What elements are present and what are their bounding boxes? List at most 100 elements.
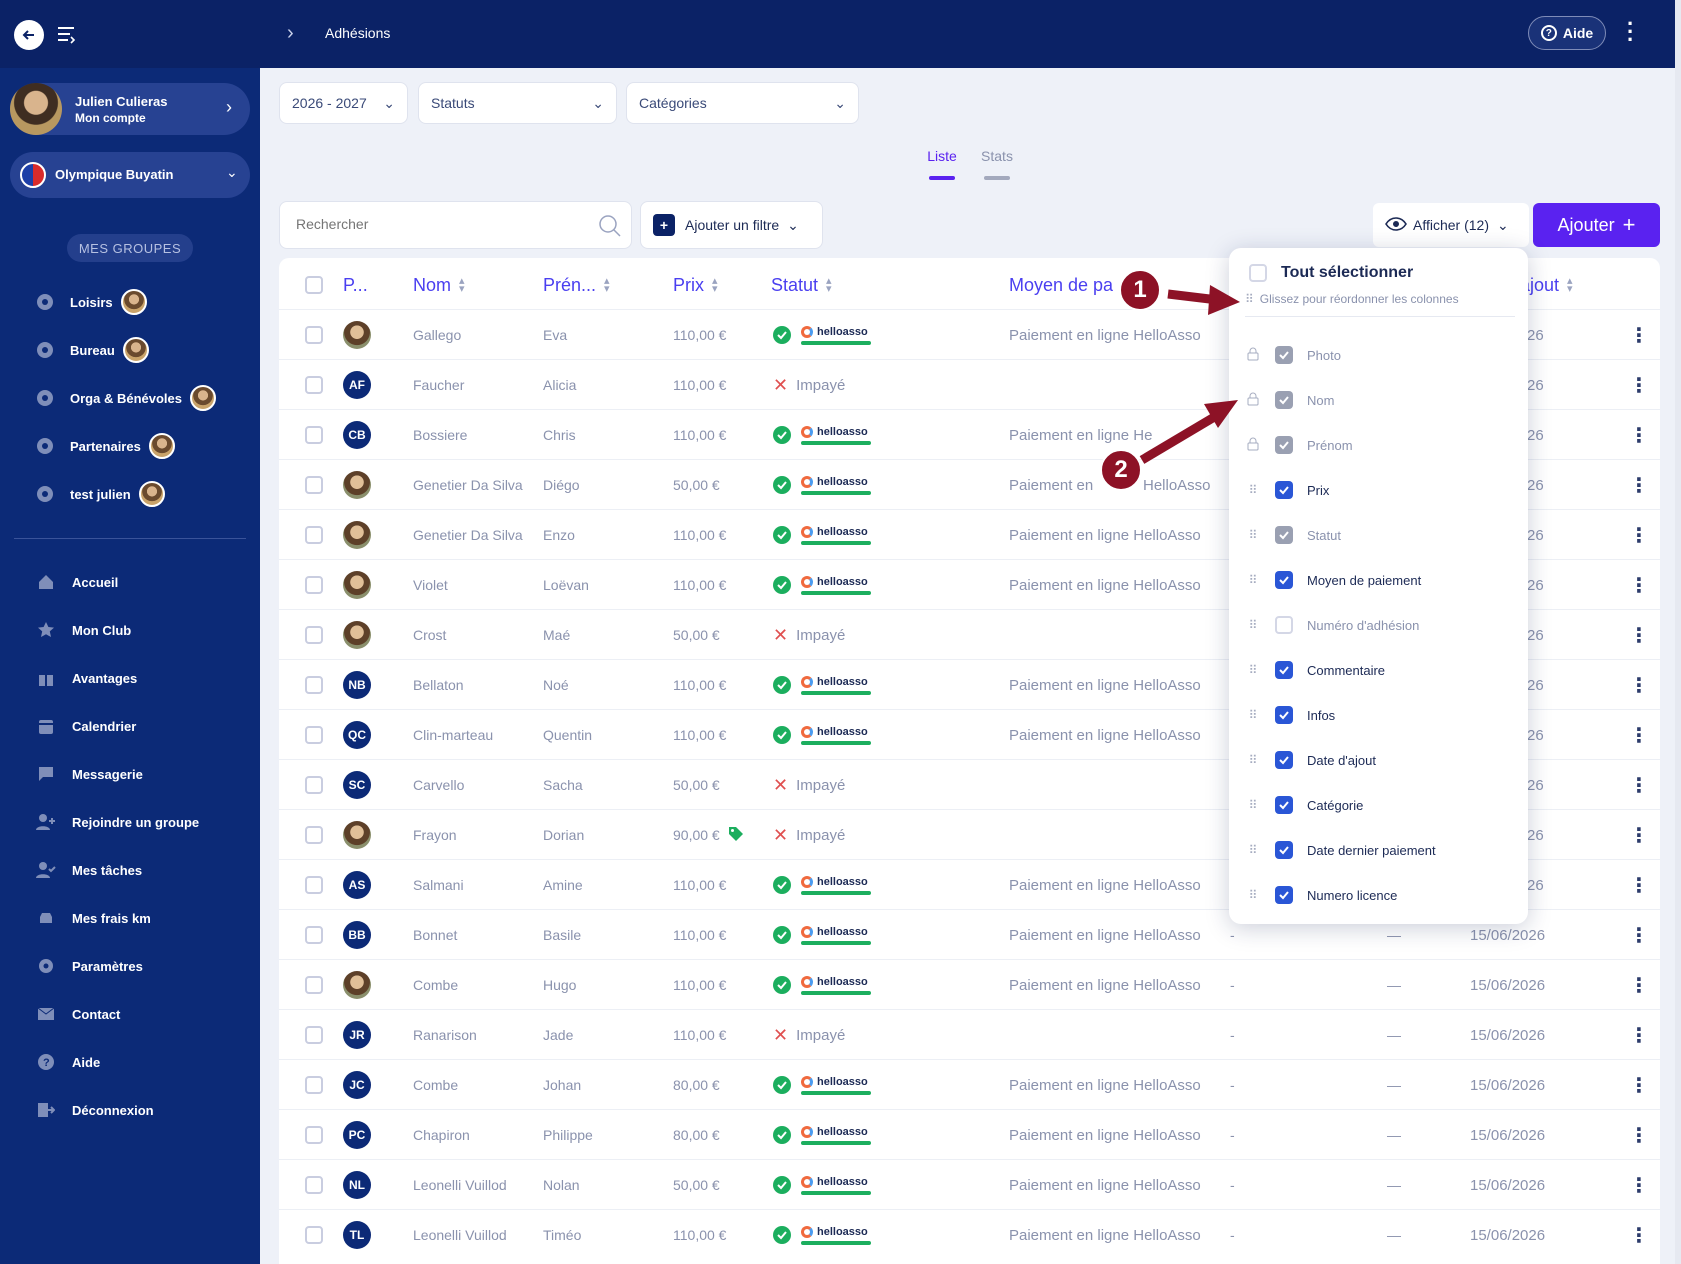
search-field[interactable] [279, 201, 632, 249]
row-actions-icon[interactable]: ⋮ [1629, 574, 1649, 597]
table-row[interactable]: Combe Hugo 110,00 € helloasso Paiement en li… [279, 959, 1660, 1009]
row-checkbox[interactable] [305, 526, 323, 544]
table-row[interactable]: QC Clin-marteau Quentin 110,00 € helloasso Pa… [279, 709, 1660, 759]
drag-handle-icon[interactable]: ⠿ [1248, 618, 1258, 632]
sidebar-item-calendrier[interactable]: Calendrier [36, 710, 136, 742]
row-actions-icon[interactable]: ⋮ [1629, 674, 1649, 697]
row-checkbox[interactable] [305, 976, 323, 994]
scrollbar-track[interactable] [1675, 0, 1681, 1264]
select-all-checkbox[interactable] [305, 276, 323, 294]
row-actions-icon[interactable]: ⋮ [1629, 624, 1649, 647]
sidebar-item-accueil[interactable]: Accueil [36, 566, 118, 598]
column-toggle-statut[interactable]: ⠿ Statut [1245, 520, 1515, 550]
table-row[interactable]: Genetier Da Silva Diégo 50,00 € helloasso Pa… [279, 459, 1660, 509]
group-item-loisirs[interactable]: Loisirs [36, 287, 147, 317]
sidebar-item-frais[interactable]: Mes frais km [36, 902, 151, 934]
column-checkbox[interactable] [1275, 436, 1293, 454]
add-filter-button[interactable]: + Ajouter un filtre ⌄ [640, 201, 823, 249]
row-actions-icon[interactable]: ⋮ [1629, 1224, 1649, 1247]
row-actions-icon[interactable]: ⋮ [1629, 1174, 1649, 1197]
row-actions-icon[interactable]: ⋮ [1629, 974, 1649, 997]
table-row[interactable]: AF Faucher Alicia 110,00 € ✕ Impayé 26 ⋮ [279, 359, 1660, 409]
table-row[interactable]: Violet Loëvan 110,00 € helloasso Paiement en… [279, 559, 1660, 609]
row-checkbox[interactable] [305, 476, 323, 494]
column-checkbox[interactable] [1275, 481, 1293, 499]
row-checkbox[interactable] [305, 1076, 323, 1094]
row-actions-icon[interactable]: ⋮ [1629, 1024, 1649, 1047]
row-actions-icon[interactable]: ⋮ [1629, 474, 1649, 497]
drag-handle-icon[interactable]: ⠿ [1248, 708, 1258, 722]
group-item-partenaires[interactable]: Partenaires [36, 431, 175, 461]
column-toggle-pr-nom[interactable]: Prénom [1245, 430, 1515, 460]
row-checkbox[interactable] [305, 1026, 323, 1044]
sidebar-item-parametres[interactable]: Paramètres [36, 950, 143, 982]
column-toggle-numero-licence[interactable]: ⠿ Numero licence [1245, 880, 1515, 910]
row-checkbox[interactable] [305, 876, 323, 894]
club-selector[interactable]: Olympique Buyatin ⌄ [10, 152, 250, 198]
row-checkbox[interactable] [305, 376, 323, 394]
column-checkbox[interactable] [1275, 571, 1293, 589]
column-toggle-nom[interactable]: Nom [1245, 385, 1515, 415]
row-checkbox[interactable] [305, 1176, 323, 1194]
back-button[interactable] [14, 20, 44, 50]
column-checkbox[interactable] [1275, 346, 1293, 364]
row-checkbox[interactable] [305, 1226, 323, 1244]
category-dropdown[interactable]: Catégories ⌄ [626, 82, 859, 124]
row-checkbox[interactable] [305, 426, 323, 444]
column-toggle-date-dernier-paiement[interactable]: ⠿ Date dernier paiement [1245, 835, 1515, 865]
drag-handle-icon[interactable]: ⠿ [1248, 753, 1258, 767]
table-row[interactable]: SC Carvello Sacha 50,00 € ✕ Impayé 26 ⋮ [279, 759, 1660, 809]
table-row[interactable]: BB Bonnet Basile 110,00 € helloasso Paiement … [279, 909, 1660, 959]
table-row[interactable]: NB Bellaton Noé 110,00 € helloasso Paiement e… [279, 659, 1660, 709]
sidebar-item-messagerie[interactable]: Messagerie [36, 758, 143, 790]
display-columns-button[interactable]: Afficher (12) ⌄ [1373, 203, 1529, 247]
search-icon[interactable] [598, 214, 622, 243]
table-row[interactable]: CB Bossiere Chris 110,00 € helloasso Paiement… [279, 409, 1660, 459]
status-dropdown[interactable]: Statuts ⌄ [418, 82, 617, 124]
row-checkbox[interactable] [305, 926, 323, 944]
sidebar-item-aide[interactable]: ? Aide [36, 1046, 100, 1078]
row-actions-icon[interactable]: ⋮ [1629, 824, 1649, 847]
column-toggle-infos[interactable]: ⠿ Infos [1245, 700, 1515, 730]
search-input[interactable] [296, 216, 576, 232]
row-actions-icon[interactable]: ⋮ [1629, 724, 1649, 747]
drag-handle-icon[interactable]: ⠿ [1248, 663, 1258, 677]
column-checkbox[interactable] [1275, 661, 1293, 679]
row-actions-icon[interactable]: ⋮ [1629, 524, 1649, 547]
column-header-nom[interactable]: Nom ▴ ▾ [413, 272, 465, 298]
table-row[interactable]: Gallego Eva 110,00 € helloasso Paiement en l… [279, 309, 1660, 359]
season-dropdown[interactable]: 2026 - 2027 ⌄ [279, 82, 408, 124]
drag-handle-icon[interactable]: ⠿ [1248, 843, 1258, 857]
column-toggle-date-d-ajout[interactable]: ⠿ Date d'ajout [1245, 745, 1515, 775]
column-checkbox[interactable] [1275, 841, 1293, 859]
row-checkbox[interactable] [305, 726, 323, 744]
sidebar-item-avantages[interactable]: Avantages [36, 662, 137, 694]
column-toggle-cat-gorie[interactable]: ⠿ Catégorie [1245, 790, 1515, 820]
row-checkbox[interactable] [305, 676, 323, 694]
select-all-checkbox[interactable] [1249, 264, 1267, 282]
more-vertical-icon[interactable]: · · · [1627, 11, 1635, 52]
add-button[interactable]: Ajouter + [1533, 203, 1660, 247]
table-row[interactable]: Genetier Da Silva Enzo 110,00 € helloasso Pa… [279, 509, 1660, 559]
row-checkbox[interactable] [305, 1126, 323, 1144]
row-actions-icon[interactable]: ⋮ [1629, 924, 1649, 947]
select-all-columns[interactable]: Tout sélectionner [1245, 258, 1515, 288]
row-checkbox[interactable] [305, 776, 323, 794]
tab-stats[interactable]: Stats [977, 148, 1017, 180]
row-actions-icon[interactable]: ⋮ [1629, 374, 1649, 397]
column-checkbox[interactable] [1275, 526, 1293, 544]
sidebar-item-deconnexion[interactable]: Déconnexion [36, 1094, 154, 1126]
column-checkbox[interactable] [1275, 616, 1293, 634]
table-row[interactable]: JR Ranarison Jade 110,00 € ✕ Impayé - — 15/06/20… [279, 1009, 1660, 1059]
row-actions-icon[interactable]: ⋮ [1629, 774, 1649, 797]
drag-handle-icon[interactable]: ⠿ [1248, 573, 1258, 587]
column-header-statut[interactable]: Statut ▴ ▾ [771, 272, 832, 298]
drag-handle-icon[interactable]: ⠿ [1248, 798, 1258, 812]
column-header-photo[interactable]: P... [343, 272, 368, 298]
breadcrumb[interactable]: Adhésions [325, 25, 391, 41]
column-checkbox[interactable] [1275, 391, 1293, 409]
column-header-date-ajout[interactable]: ajout ▴ ▾ [1520, 272, 1573, 298]
sidebar-item-rejoindre[interactable]: Rejoindre un groupe [36, 806, 199, 838]
table-row[interactable]: Frayon Dorian 90,00 € ✕ Impayé 26 ⋮ [279, 809, 1660, 859]
sidebar-item-contact[interactable]: Contact [36, 998, 120, 1030]
